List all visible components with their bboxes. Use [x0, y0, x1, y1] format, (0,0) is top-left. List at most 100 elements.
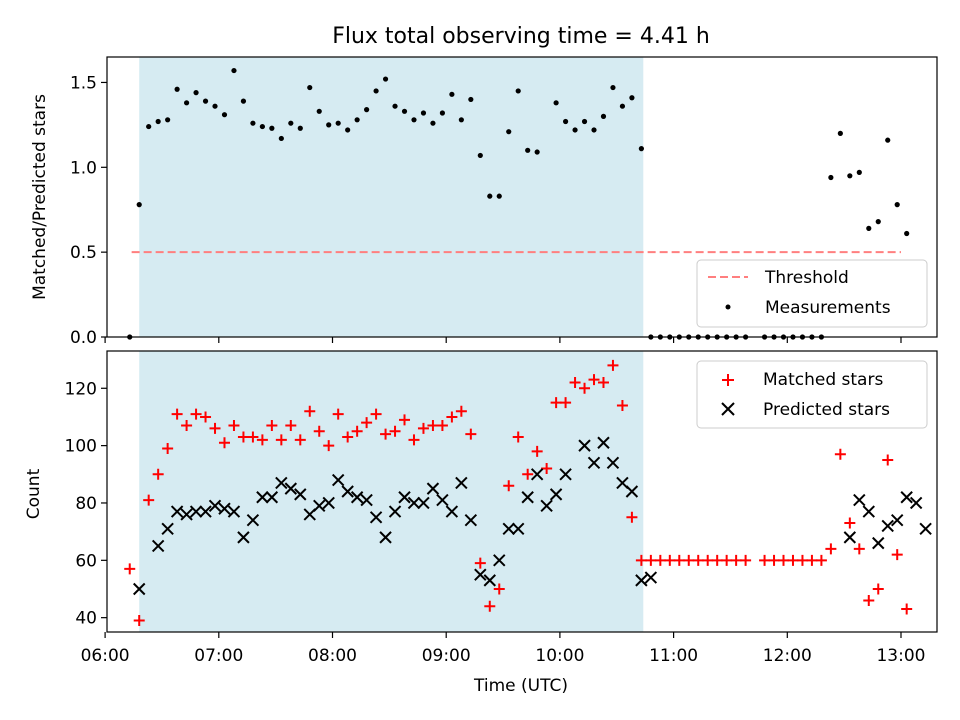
- measurement-point: [392, 103, 398, 109]
- predicted-stars-point: [265, 491, 279, 504]
- bottom-legend-box: [696, 360, 928, 429]
- measurement-point: [174, 86, 180, 92]
- matched-stars-point: [323, 440, 335, 452]
- matched-stars-point: [607, 359, 619, 371]
- matched-stars-point: [304, 405, 316, 417]
- measurement-point: [904, 230, 910, 237]
- matched-stars-point: [853, 543, 865, 555]
- matched-stars-point: [806, 554, 818, 566]
- measurement-point: [212, 103, 218, 109]
- matched-stars-point: [200, 411, 212, 423]
- measurement-point: [458, 117, 464, 123]
- predicted-stars-point: [360, 493, 373, 507]
- predicted-stars-point: [426, 482, 440, 495]
- predicted-stars-point: [445, 505, 459, 518]
- measurement-point: [231, 67, 237, 74]
- predicted-stars-point: [388, 505, 402, 518]
- measurement-point: [307, 84, 313, 91]
- matched-stars-point: [635, 554, 647, 566]
- legend-predicted-swatch: [721, 402, 735, 416]
- matched-stars-point: [825, 543, 837, 555]
- measurement-point: [487, 193, 493, 199]
- legend-threshold-label: Threshold: [764, 268, 849, 288]
- measurement-point: [837, 130, 843, 136]
- x-tick-label: 06:00: [81, 646, 130, 666]
- matched-stars-point: [162, 442, 174, 454]
- predicted-stars-point: [208, 499, 222, 513]
- predicted-stars-point: [909, 496, 923, 510]
- matched-stars-point: [465, 428, 477, 440]
- matched-stars-point: [493, 583, 505, 595]
- top-observing-span: [139, 57, 644, 337]
- measurement-point: [610, 84, 616, 91]
- matched-stars-point: [209, 422, 221, 434]
- matched-stars-point: [237, 431, 249, 443]
- predicted-stars-point: [284, 482, 298, 495]
- predicted-stars-point: [881, 519, 894, 533]
- matched-stars-point: [531, 445, 543, 457]
- measurement-point: [259, 123, 265, 130]
- matched-stars-point: [332, 408, 344, 420]
- matched-stars-point: [796, 554, 808, 566]
- matched-stars-point: [408, 434, 420, 446]
- bottom-legend: Matched stars Predicted stars: [696, 360, 928, 429]
- predicted-stars-point: [218, 502, 231, 515]
- measurement-point: [345, 127, 351, 133]
- matched-stars-point: [834, 448, 846, 460]
- top-y-tick-label: 1.0: [70, 158, 97, 178]
- matched-stars-point: [370, 408, 382, 420]
- measurement-point: [866, 225, 872, 231]
- x-tick-label: 07:00: [194, 646, 243, 666]
- measurement-point: [591, 127, 597, 133]
- measurement-point: [316, 108, 322, 114]
- matched-stars-point: [247, 431, 259, 443]
- matched-stars-point: [427, 420, 439, 432]
- matched-stars-point: [133, 615, 145, 627]
- matched-stars-point: [190, 408, 202, 420]
- matched-stars-point: [124, 563, 136, 575]
- matched-stars-point: [436, 420, 448, 432]
- matched-stars-point: [541, 463, 553, 475]
- matched-stars-point: [778, 554, 790, 566]
- measurement-point: [875, 219, 881, 225]
- predicted-stars-point: [578, 439, 591, 452]
- measurement-point: [477, 152, 483, 159]
- matched-stars-point: [616, 399, 628, 411]
- predicted-stars-point: [625, 485, 639, 498]
- predicted-stars-point: [170, 505, 184, 518]
- predicted-stars-point: [237, 531, 250, 544]
- measurement-point: [515, 88, 521, 94]
- matched-stars-point: [550, 397, 562, 409]
- measurement-point: [856, 169, 862, 175]
- bottom-y-tick-label: 100: [65, 437, 97, 457]
- matched-stars-point: [626, 511, 638, 523]
- predicted-stars-point: [161, 522, 174, 535]
- measurement-point: [629, 95, 635, 101]
- measurement-point: [600, 113, 607, 119]
- matched-stars-point: [882, 454, 894, 466]
- measurement-point: [496, 193, 502, 199]
- bottom-y-tick-label: 40: [75, 609, 97, 629]
- predicted-stars-point: [341, 485, 354, 498]
- predicted-stars-point: [559, 468, 572, 481]
- chart-title: Flux total observing time = 4.41 h: [332, 24, 710, 49]
- predicted-stars-point: [199, 505, 212, 518]
- predicted-stars-point: [853, 493, 866, 507]
- matched-stars-point: [721, 554, 733, 566]
- matched-stars-point: [417, 422, 429, 434]
- measurement-point: [202, 98, 209, 104]
- matched-stars-point: [815, 554, 827, 566]
- predicted-stars-point: [862, 505, 875, 518]
- matched-stars-point: [702, 554, 714, 566]
- matched-stars-point: [872, 583, 884, 595]
- measurement-point: [468, 96, 474, 103]
- predicted-stars-point: [606, 456, 620, 470]
- legend-matched-swatch: [722, 374, 734, 386]
- bottom-panel: 40 60 80 100 120 06:00 07:00 08:00 09:00 10:00 11:…: [65, 350, 938, 666]
- top-legend: Threshold Measurements: [696, 259, 928, 328]
- measurement-point: [420, 110, 427, 116]
- matched-stars-point: [759, 554, 771, 566]
- matched-stars-point: [218, 437, 230, 449]
- measurement-point: [562, 118, 569, 125]
- predicted-stars-point: [890, 513, 904, 527]
